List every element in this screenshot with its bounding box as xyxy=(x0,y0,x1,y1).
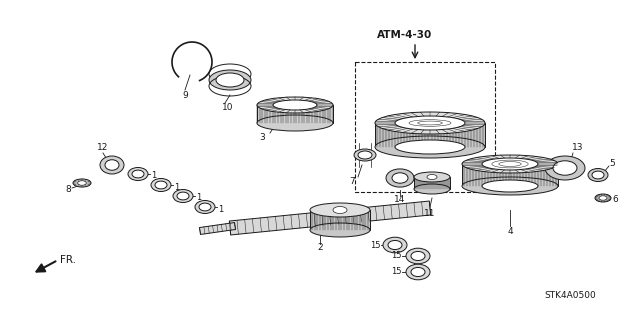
Polygon shape xyxy=(310,210,370,230)
Text: 2: 2 xyxy=(317,243,323,253)
Text: 12: 12 xyxy=(97,144,109,152)
Ellipse shape xyxy=(553,161,577,175)
Ellipse shape xyxy=(155,181,167,189)
Text: 7: 7 xyxy=(349,177,355,187)
Ellipse shape xyxy=(375,136,485,158)
Ellipse shape xyxy=(462,177,558,195)
Ellipse shape xyxy=(395,116,465,130)
Ellipse shape xyxy=(273,100,317,110)
Ellipse shape xyxy=(414,184,450,194)
Ellipse shape xyxy=(482,180,538,192)
Ellipse shape xyxy=(414,172,450,182)
Ellipse shape xyxy=(392,173,408,183)
Ellipse shape xyxy=(128,167,148,181)
Ellipse shape xyxy=(209,70,251,90)
Ellipse shape xyxy=(73,179,91,187)
Ellipse shape xyxy=(100,156,124,174)
Ellipse shape xyxy=(411,267,425,277)
Ellipse shape xyxy=(462,155,558,173)
Ellipse shape xyxy=(599,196,607,200)
Text: 15: 15 xyxy=(370,241,380,249)
Ellipse shape xyxy=(395,140,465,154)
Ellipse shape xyxy=(388,241,402,249)
Ellipse shape xyxy=(199,203,211,211)
Text: 6: 6 xyxy=(612,196,618,204)
Text: ATM-4-30: ATM-4-30 xyxy=(378,30,433,40)
Ellipse shape xyxy=(386,169,414,187)
Text: 1: 1 xyxy=(218,204,223,213)
Text: 1: 1 xyxy=(174,182,180,191)
Ellipse shape xyxy=(427,174,437,180)
Ellipse shape xyxy=(216,73,244,87)
Text: 8: 8 xyxy=(65,186,71,195)
Text: 1: 1 xyxy=(196,194,202,203)
Text: 9: 9 xyxy=(182,91,188,100)
Text: 14: 14 xyxy=(394,196,406,204)
Ellipse shape xyxy=(482,158,538,170)
Text: 3: 3 xyxy=(259,133,265,143)
Ellipse shape xyxy=(177,192,189,200)
Ellipse shape xyxy=(406,264,430,280)
Ellipse shape xyxy=(310,203,370,217)
Polygon shape xyxy=(375,123,485,147)
Ellipse shape xyxy=(257,115,333,131)
Ellipse shape xyxy=(588,168,608,182)
Text: 10: 10 xyxy=(222,103,234,113)
Ellipse shape xyxy=(173,189,193,203)
Ellipse shape xyxy=(333,206,347,213)
Text: 4: 4 xyxy=(507,227,513,236)
Polygon shape xyxy=(229,201,431,235)
Ellipse shape xyxy=(383,237,407,253)
Ellipse shape xyxy=(195,201,215,213)
Polygon shape xyxy=(200,223,236,234)
Text: STK4A0500: STK4A0500 xyxy=(544,291,596,300)
Text: 15: 15 xyxy=(391,268,401,277)
Polygon shape xyxy=(257,105,333,123)
Text: FR.: FR. xyxy=(60,255,76,265)
Ellipse shape xyxy=(310,223,370,237)
Ellipse shape xyxy=(595,194,611,202)
Text: 15: 15 xyxy=(391,251,401,261)
Ellipse shape xyxy=(77,181,86,185)
Text: 1: 1 xyxy=(152,172,157,181)
Bar xyxy=(355,62,495,192)
Ellipse shape xyxy=(545,156,585,180)
Text: 13: 13 xyxy=(572,144,584,152)
Ellipse shape xyxy=(406,248,430,264)
Ellipse shape xyxy=(132,170,144,178)
Ellipse shape xyxy=(592,171,604,179)
Ellipse shape xyxy=(354,149,376,161)
Ellipse shape xyxy=(411,251,425,261)
Ellipse shape xyxy=(257,97,333,113)
Polygon shape xyxy=(462,164,558,186)
Text: 5: 5 xyxy=(609,159,615,167)
Ellipse shape xyxy=(105,160,119,170)
Text: 11: 11 xyxy=(424,209,436,218)
Ellipse shape xyxy=(151,179,171,191)
Ellipse shape xyxy=(375,112,485,134)
Ellipse shape xyxy=(358,151,372,159)
Polygon shape xyxy=(414,177,450,189)
